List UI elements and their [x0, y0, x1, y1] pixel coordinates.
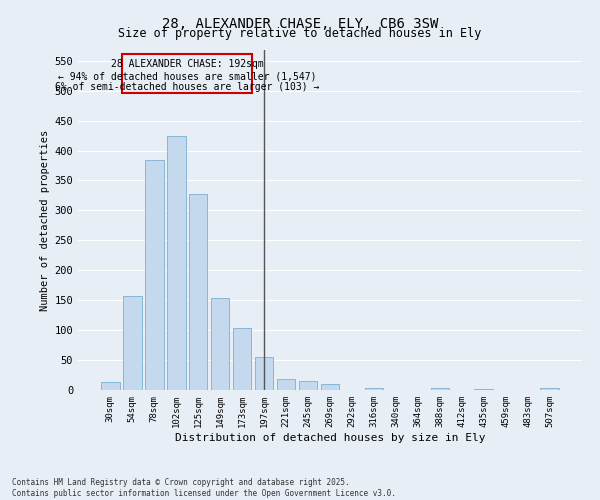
Text: Contains HM Land Registry data © Crown copyright and database right 2025.
Contai: Contains HM Land Registry data © Crown c… [12, 478, 396, 498]
Bar [299, 381, 317, 390]
Text: 6% of semi-detached houses are larger (103) →: 6% of semi-detached houses are larger (1… [55, 82, 319, 92]
Bar [320, 384, 340, 390]
Text: 28, ALEXANDER CHASE, ELY, CB6 3SW: 28, ALEXANDER CHASE, ELY, CB6 3SW [162, 18, 438, 32]
Y-axis label: Number of detached properties: Number of detached properties [40, 130, 50, 310]
Bar [475, 389, 493, 390]
Bar [101, 382, 119, 390]
Bar [211, 298, 229, 390]
Bar [255, 357, 274, 390]
Bar [541, 388, 559, 390]
Bar [189, 194, 208, 390]
Bar [431, 388, 449, 390]
FancyBboxPatch shape [122, 54, 252, 92]
Bar [123, 296, 142, 390]
Bar [167, 136, 185, 390]
Bar [365, 388, 383, 390]
Text: Size of property relative to detached houses in Ely: Size of property relative to detached ho… [118, 28, 482, 40]
X-axis label: Distribution of detached houses by size in Ely: Distribution of detached houses by size … [175, 432, 485, 442]
Bar [145, 160, 164, 390]
Text: 28 ALEXANDER CHASE: 192sqm: 28 ALEXANDER CHASE: 192sqm [111, 60, 263, 70]
Text: ← 94% of detached houses are smaller (1,547): ← 94% of detached houses are smaller (1,… [58, 71, 316, 81]
Bar [277, 379, 295, 390]
Bar [233, 328, 251, 390]
